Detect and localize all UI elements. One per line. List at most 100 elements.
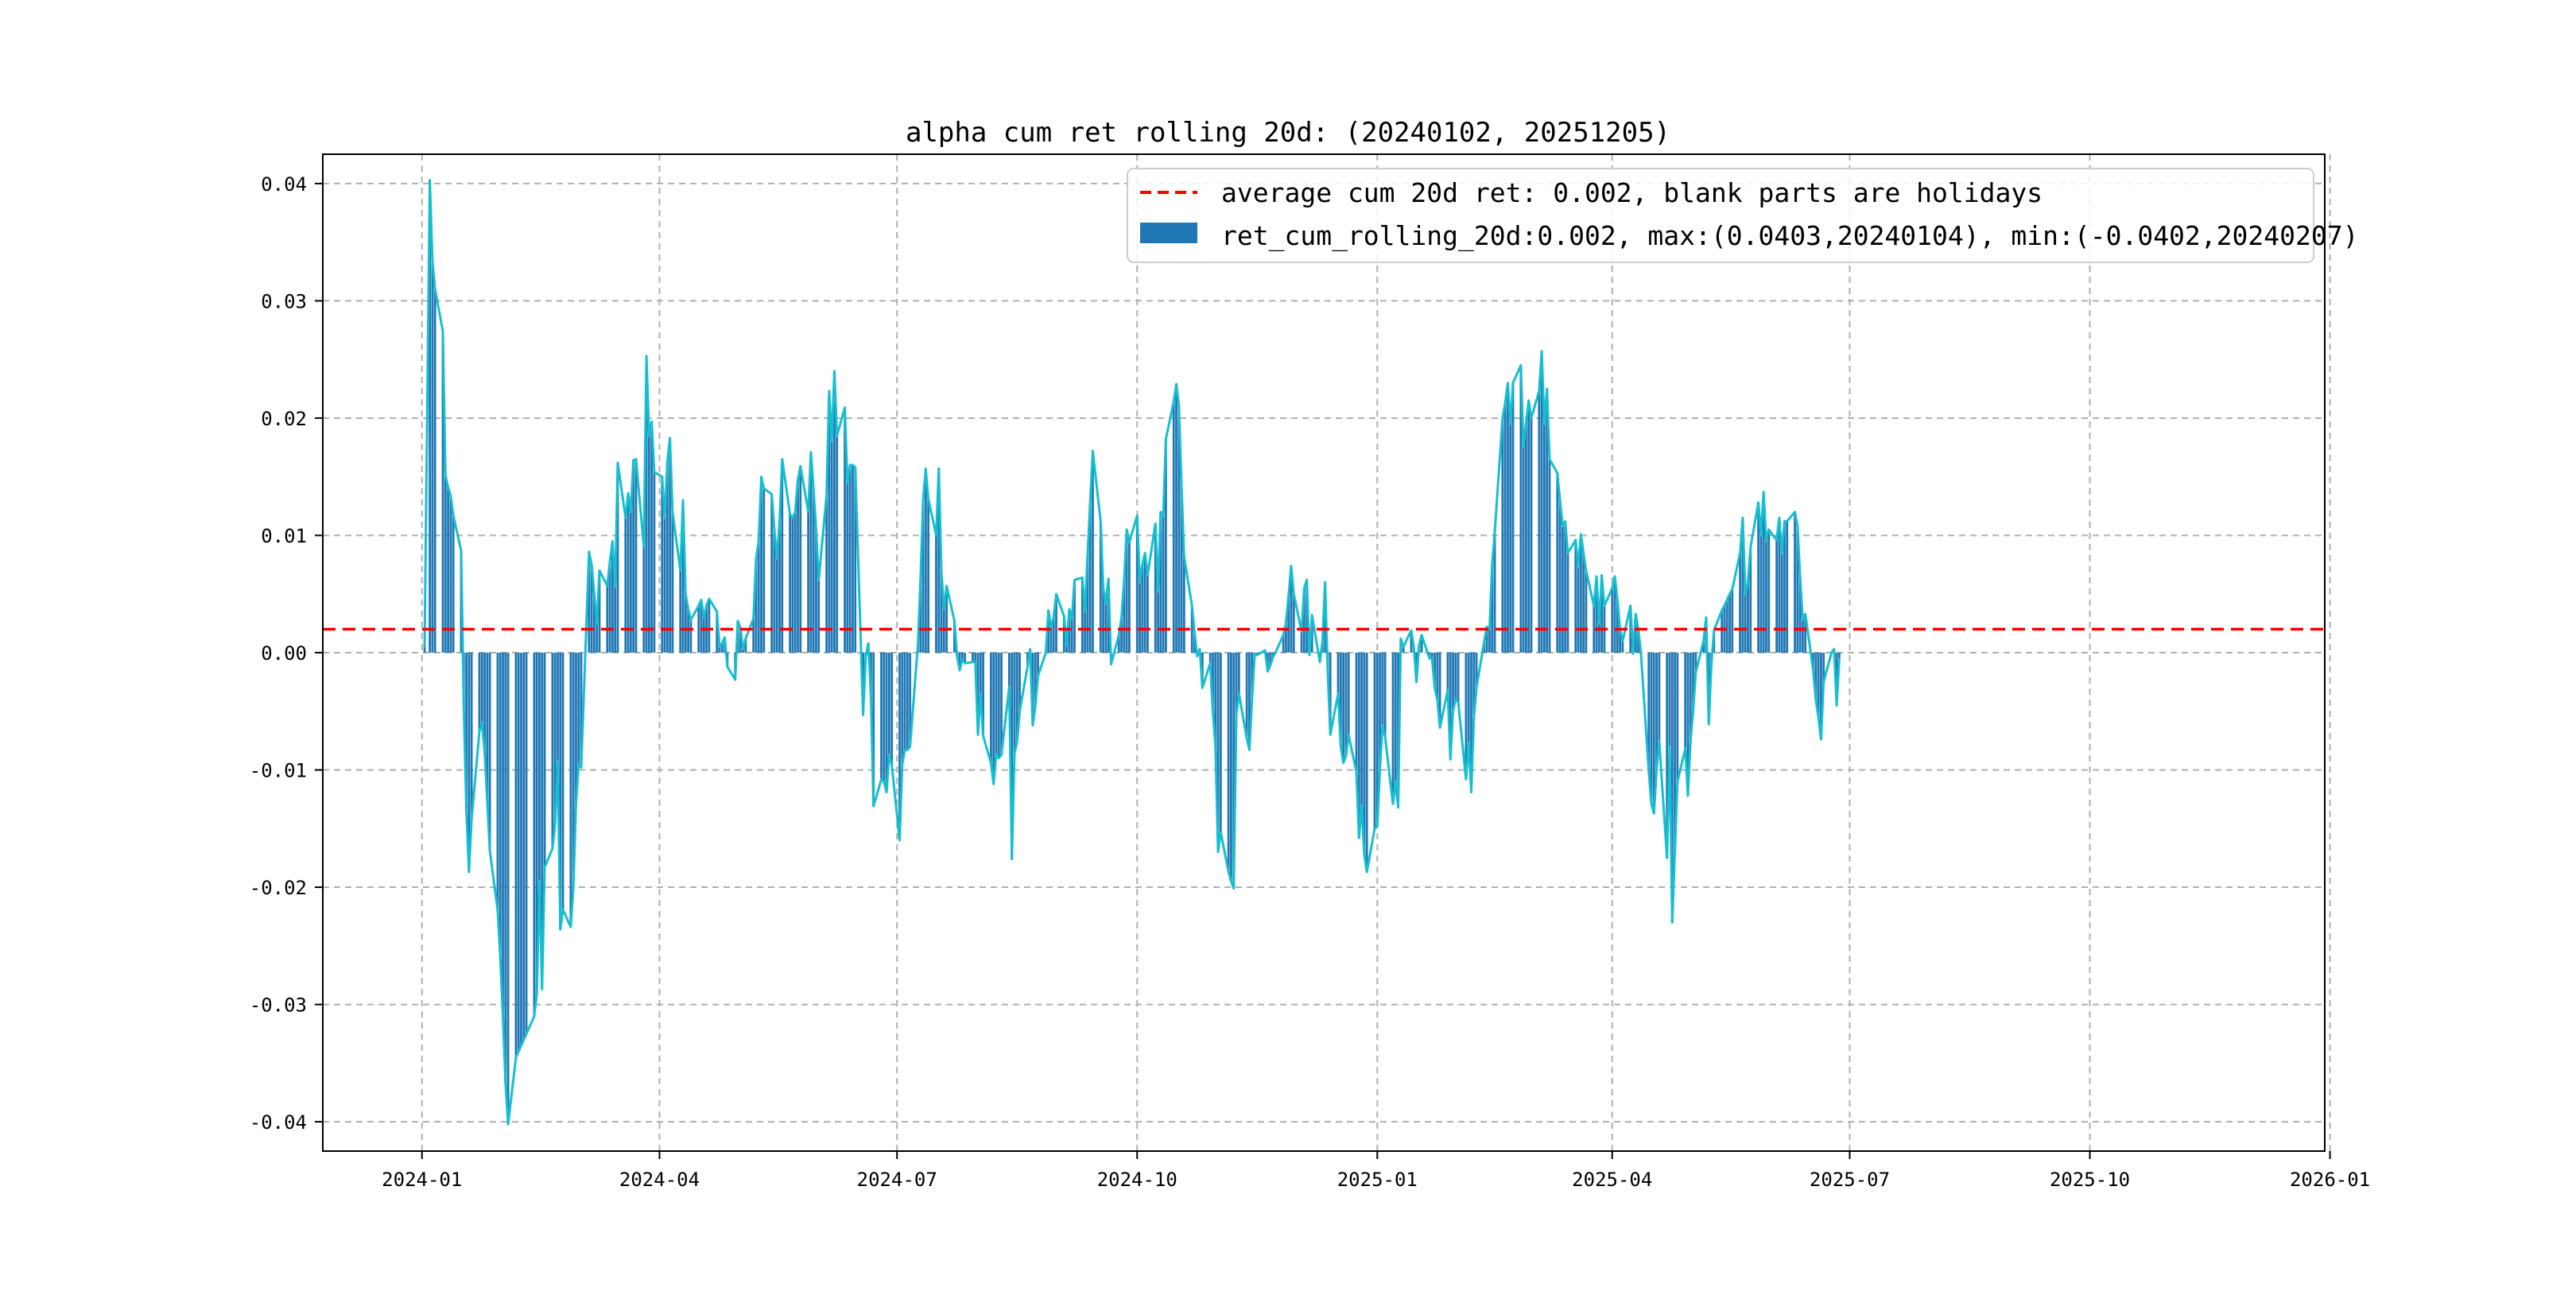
bar [1670,653,1674,923]
bar [1577,567,1580,653]
bar [791,518,794,653]
bar [700,599,703,653]
bar [762,488,766,653]
bar [1214,653,1217,747]
bar [1420,634,1423,653]
y-axis: -0.04 -0.03 -0.02 -0.01 0.00 0.01 0.02 0.03 0.04 [250,173,323,1134]
bar [1767,529,1771,653]
bar [1457,653,1460,702]
bar [890,653,894,766]
bar [1232,653,1236,889]
bar [679,570,682,653]
bar [1757,502,1759,653]
bar [1086,555,1089,653]
bar [990,653,992,763]
bar [1449,653,1452,760]
bar [812,488,815,653]
bar [1099,521,1102,653]
bar [1342,653,1345,763]
bar [588,552,591,653]
bar [883,653,886,782]
y-tick-label: 0.04 [261,173,307,196]
bar [1237,653,1240,694]
legend-average-label: average cum 20d ret: 0.002, blank parts … [1221,177,2043,208]
bar [1347,653,1350,735]
bar [885,653,888,793]
bar [1546,389,1549,653]
bar [1780,552,1783,653]
bar [1558,500,1562,653]
y-tick-label: 0.00 [261,642,307,665]
bar [1219,653,1222,832]
bar [1837,653,1841,659]
bar [739,628,742,653]
bar [1585,570,1588,653]
bar [1292,594,1295,653]
bar [551,653,554,849]
y-tick-label: -0.02 [250,877,307,899]
bar [1647,653,1651,771]
bar [942,609,945,653]
bar [1702,641,1705,653]
bar [815,529,817,653]
bar [1472,653,1476,718]
bar [1778,518,1781,653]
x-tick-label: 2025-10 [2050,1169,2130,1191]
series-line [423,178,1841,1126]
bar [744,638,747,653]
bar [1363,653,1366,855]
bar [1013,653,1016,754]
bar [684,594,687,653]
bar [872,653,875,807]
bar [1379,653,1381,770]
y-tick-label: -0.01 [250,760,307,782]
bar [1092,451,1094,653]
bar [1574,540,1577,653]
bar [634,459,638,653]
bar [1493,532,1496,653]
bar [681,500,685,653]
bar [1509,424,1512,653]
bar [1182,556,1185,653]
bar [1835,653,1838,706]
legend-bar-swatch [1140,223,1197,243]
bar [1146,575,1149,653]
bar [557,653,559,761]
bar [1436,653,1439,700]
bar [757,541,760,653]
bar [1511,382,1515,653]
bar [888,653,890,755]
bar [1731,589,1734,653]
bar [1582,552,1585,653]
bar [1305,580,1309,653]
bar [533,653,536,1017]
bar [708,599,711,653]
bar [647,436,650,653]
bar [1527,400,1530,653]
bar [1190,605,1193,653]
bar [1540,351,1543,653]
bar [1796,525,1799,653]
bar [632,460,635,653]
bar [1725,599,1728,653]
bar [1135,515,1139,653]
bar [1446,653,1449,691]
bar [846,483,849,653]
bar [1538,391,1541,653]
bar [697,605,700,653]
bar [958,653,961,671]
bar [596,623,599,653]
bar [1525,422,1527,653]
bar [1564,521,1567,653]
bar [1566,552,1569,653]
bar [778,521,781,653]
bar [431,261,434,653]
bar [1365,653,1368,872]
x-tick-label: 2024-07 [857,1169,937,1191]
bar [848,464,852,653]
bar [687,609,689,653]
bar [1611,587,1614,653]
bar [1616,599,1619,653]
bar [1689,653,1692,741]
bar [611,541,614,653]
